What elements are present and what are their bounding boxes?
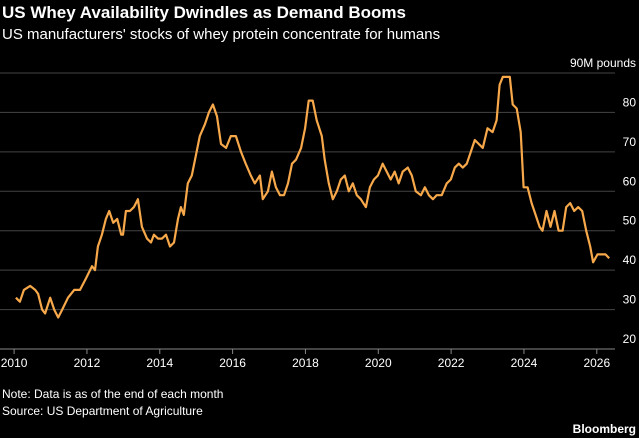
source: Source: US Department of Agriculture bbox=[2, 404, 203, 418]
y-tick-label: 80 bbox=[623, 95, 637, 109]
x-tick-label: 2014 bbox=[146, 356, 173, 370]
y-tick-label: 40 bbox=[623, 253, 637, 267]
x-tick-label: 2026 bbox=[583, 356, 610, 370]
x-tick-label: 2018 bbox=[292, 356, 319, 370]
brand: Bloomberg bbox=[573, 422, 636, 436]
x-tick-label: 2010 bbox=[1, 356, 28, 370]
y-tick-label: 70 bbox=[623, 135, 637, 149]
y-tick-label: 90M pounds bbox=[570, 56, 636, 70]
x-tick-label: 2022 bbox=[438, 356, 465, 370]
x-tick-label: 2016 bbox=[219, 356, 246, 370]
x-tick-label: 2020 bbox=[365, 356, 392, 370]
chart-title: US Whey Availability Dwindles as Demand … bbox=[2, 3, 406, 22]
y-tick-label: 20 bbox=[623, 332, 637, 346]
x-tick-label: 2012 bbox=[74, 356, 101, 370]
y-tick-label: 60 bbox=[623, 174, 637, 188]
line bbox=[15, 75, 610, 319]
x-tick-label: 2024 bbox=[511, 356, 538, 370]
note: Note: Data is as of the end of each mont… bbox=[2, 387, 223, 401]
y-tick-label: 50 bbox=[623, 214, 637, 228]
chart-subtitle: US manufacturers' stocks of whey protein… bbox=[2, 26, 440, 43]
y-tick-label: 30 bbox=[623, 293, 637, 307]
